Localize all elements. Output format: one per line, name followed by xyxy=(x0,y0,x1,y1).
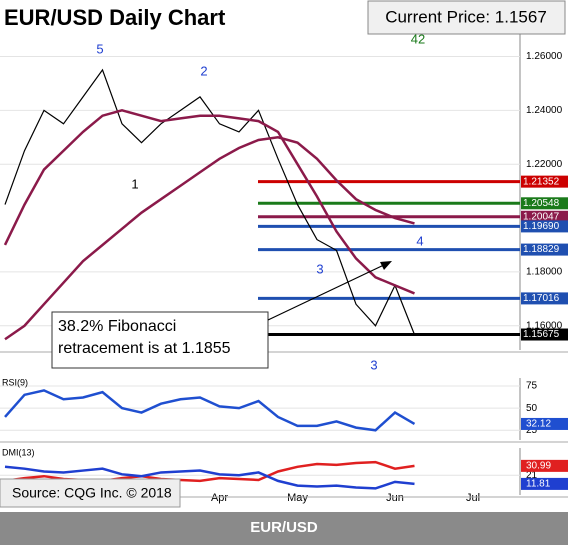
wave-label: 2 xyxy=(200,63,207,78)
source-box xyxy=(0,478,181,508)
level-label: 1.15675 xyxy=(523,329,560,340)
y-tick-label: 1.16000 xyxy=(526,320,563,331)
wave-label: 42 xyxy=(411,31,425,46)
value-tag xyxy=(521,459,568,472)
panel-title: DMI(13) xyxy=(2,447,35,457)
value-tag xyxy=(521,477,568,490)
level-label: 1.18829 xyxy=(523,244,560,255)
level-tag xyxy=(521,328,568,341)
plot: 1.26000 1.24000 1.22000 1.18000 1.16000 1.213… xyxy=(0,8,568,504)
y-tick-label: 1.22000 xyxy=(526,159,563,170)
price-box xyxy=(367,0,566,35)
value-label: 30.99 xyxy=(526,461,551,472)
value-tag xyxy=(521,417,568,430)
callout-text: 38.2% Fibonacci retracement is at 1.1855 xyxy=(58,318,231,357)
y-tick-label: 25 xyxy=(526,425,538,436)
callout-arrow xyxy=(267,263,387,321)
x-tick-label: Jun xyxy=(386,492,404,504)
title-box xyxy=(0,0,245,36)
x-tick-label: Apr xyxy=(211,492,228,504)
data-line xyxy=(4,135,415,341)
y-tick-label: 75 xyxy=(526,381,538,392)
level-label: 1.21352 xyxy=(523,176,560,187)
level-label: 1.19690 xyxy=(523,221,560,232)
source: Source: CQG Inc. © 2018 xyxy=(12,485,172,501)
data-line xyxy=(4,465,415,490)
wave-label: 3 xyxy=(316,261,323,276)
wave-label: 4 xyxy=(416,233,423,248)
y-tick-label: 1.26000 xyxy=(526,51,563,62)
level-label: 1.20047 xyxy=(523,211,560,222)
level-label: 1.20548 xyxy=(523,198,560,209)
y-tick-label: 1.24000 xyxy=(526,105,563,116)
x-tick-label: Jul xyxy=(466,492,480,504)
level-tag xyxy=(521,220,568,233)
y-tick-label: 1.18000 xyxy=(526,267,563,278)
data-line xyxy=(4,68,416,335)
wave-label: 3 xyxy=(370,357,377,372)
value-label: 11.81 xyxy=(526,479,551,490)
data-line xyxy=(3,109,415,295)
callout: 38.2% Fibonacci retracement is at 1.1855 xyxy=(58,318,231,357)
y-tick-label: 21 xyxy=(526,470,538,481)
panel-title: RSI(9) xyxy=(2,377,28,387)
value-label: 32.12 xyxy=(526,419,551,430)
arrow-head xyxy=(380,261,392,270)
level-tag xyxy=(521,292,568,305)
level-tag xyxy=(521,243,568,256)
data-line xyxy=(4,389,416,432)
footer: EUR/USD xyxy=(250,519,318,536)
level-tag xyxy=(521,175,568,188)
level-tag xyxy=(521,210,568,223)
wave-label: 5 xyxy=(96,41,103,56)
x-tick-label: May xyxy=(287,492,308,504)
footer-bar xyxy=(0,512,568,545)
callout-box xyxy=(51,311,269,369)
wave-label: 1 xyxy=(131,176,138,191)
level-tag xyxy=(521,197,568,210)
y-tick-label: 50 xyxy=(526,403,538,414)
current-price: Current Price: 1.1567 xyxy=(385,7,547,26)
level-label: 1.17016 xyxy=(523,293,560,304)
chart-title: EUR/USD Daily Chart xyxy=(4,5,226,30)
